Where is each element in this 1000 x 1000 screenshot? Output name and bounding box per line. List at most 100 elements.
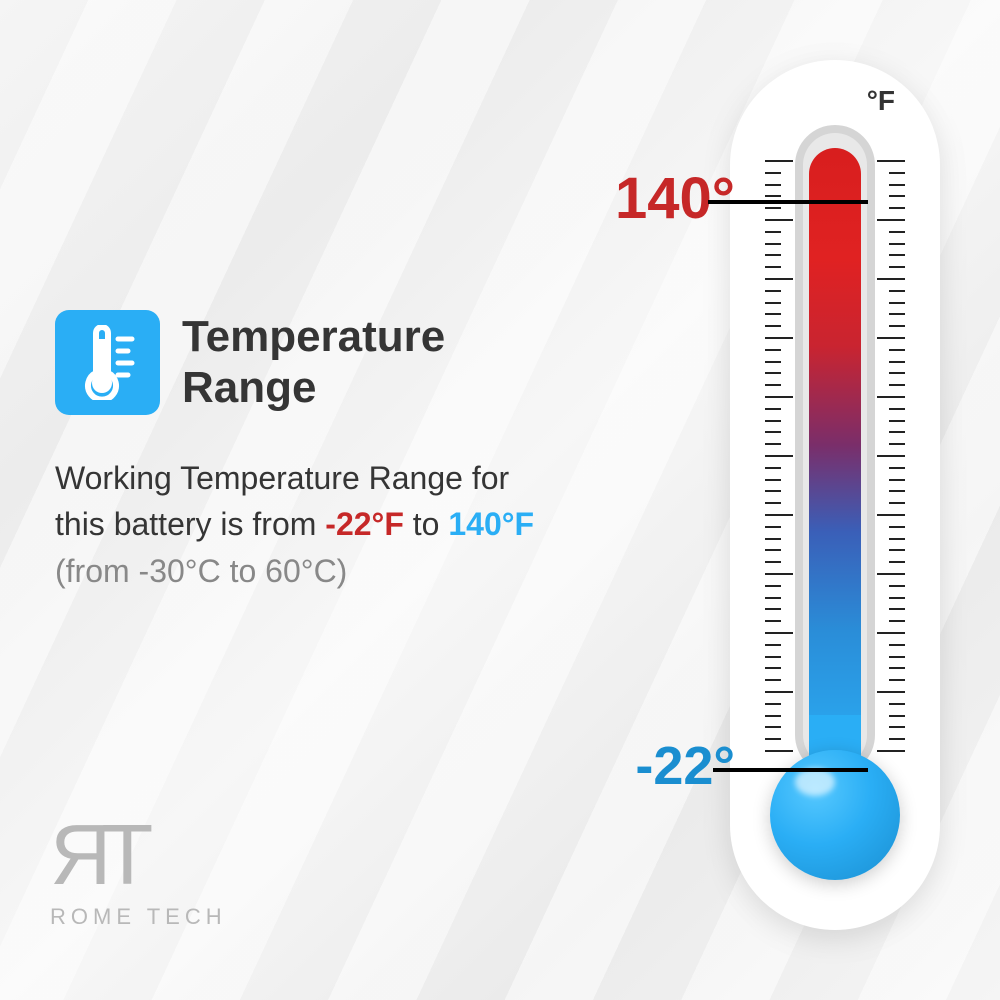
tick-minor bbox=[889, 313, 905, 315]
desc-high: 140°F bbox=[448, 506, 534, 542]
thermometer: °F 140° -22° bbox=[730, 60, 940, 930]
tick-minor bbox=[889, 538, 905, 540]
tick-minor bbox=[765, 620, 781, 622]
title-text: Temperature Range bbox=[182, 312, 555, 413]
tick-minor bbox=[889, 608, 905, 610]
tick-minor bbox=[889, 361, 905, 363]
unit-label: °F bbox=[867, 85, 895, 117]
tick-minor bbox=[765, 490, 781, 492]
tick-minor bbox=[765, 290, 781, 292]
tick-minor bbox=[889, 597, 905, 599]
tick-major bbox=[877, 573, 905, 575]
tick-minor bbox=[889, 479, 905, 481]
tick-minor bbox=[889, 620, 905, 622]
tick-minor bbox=[765, 325, 781, 327]
tick-minor bbox=[889, 195, 905, 197]
high-temp-label: 140° bbox=[615, 165, 735, 232]
tick-minor bbox=[889, 549, 905, 551]
tick-minor bbox=[765, 726, 781, 728]
tick-minor bbox=[765, 372, 781, 374]
tick-minor bbox=[889, 431, 905, 433]
tick-minor bbox=[765, 667, 781, 669]
tick-major bbox=[765, 573, 793, 575]
desc-low: -22°F bbox=[325, 506, 404, 542]
tick-minor bbox=[765, 608, 781, 610]
tick-minor bbox=[889, 467, 905, 469]
tick-minor bbox=[765, 302, 781, 304]
tick-minor bbox=[765, 644, 781, 646]
tick-major bbox=[877, 219, 905, 221]
tick-minor bbox=[889, 325, 905, 327]
tick-minor bbox=[765, 384, 781, 386]
tick-minor bbox=[889, 561, 905, 563]
tick-minor bbox=[889, 715, 905, 717]
tick-minor bbox=[765, 467, 781, 469]
high-temp-line bbox=[708, 200, 868, 204]
tick-major bbox=[877, 632, 905, 634]
tick-minor bbox=[889, 349, 905, 351]
title-row: Temperature Range bbox=[55, 310, 555, 415]
tick-major bbox=[877, 514, 905, 516]
tick-major bbox=[877, 337, 905, 339]
tick-minor bbox=[889, 644, 905, 646]
tick-minor bbox=[765, 184, 781, 186]
tick-minor bbox=[765, 526, 781, 528]
tick-minor bbox=[889, 184, 905, 186]
low-temp-line bbox=[713, 768, 868, 772]
tick-major bbox=[877, 455, 905, 457]
tick-major bbox=[877, 278, 905, 280]
tick-minor bbox=[765, 420, 781, 422]
tick-major bbox=[765, 632, 793, 634]
tick-minor bbox=[765, 738, 781, 740]
tick-minor bbox=[889, 290, 905, 292]
tick-minor bbox=[765, 408, 781, 410]
brand-logo: ЯT ROME TECH bbox=[50, 813, 227, 930]
tick-major bbox=[877, 750, 905, 752]
tick-minor bbox=[889, 738, 905, 740]
tick-minor bbox=[889, 667, 905, 669]
tick-minor bbox=[765, 679, 781, 681]
tick-major bbox=[765, 691, 793, 693]
low-temp-label: -22° bbox=[635, 735, 735, 797]
tick-major bbox=[765, 455, 793, 457]
tick-minor bbox=[889, 207, 905, 209]
logo-text: ROME TECH bbox=[50, 904, 227, 930]
tick-major bbox=[765, 219, 793, 221]
tick-minor bbox=[765, 538, 781, 540]
tick-minor bbox=[765, 195, 781, 197]
tick-minor bbox=[889, 243, 905, 245]
thermometer-icon bbox=[55, 310, 160, 415]
tick-minor bbox=[765, 715, 781, 717]
tick-minor bbox=[889, 302, 905, 304]
thermometer-ticks bbox=[765, 160, 905, 750]
tick-minor bbox=[765, 266, 781, 268]
tick-minor bbox=[889, 703, 905, 705]
tick-minor bbox=[765, 502, 781, 504]
tick-major bbox=[765, 278, 793, 280]
tick-minor bbox=[889, 172, 905, 174]
tick-minor bbox=[889, 679, 905, 681]
tick-minor bbox=[765, 172, 781, 174]
tick-minor bbox=[765, 313, 781, 315]
tick-minor bbox=[889, 656, 905, 658]
tick-minor bbox=[889, 443, 905, 445]
tick-minor bbox=[765, 656, 781, 658]
tick-major bbox=[765, 160, 793, 162]
tick-minor bbox=[765, 349, 781, 351]
tick-minor bbox=[765, 207, 781, 209]
tick-minor bbox=[765, 431, 781, 433]
tick-major bbox=[877, 160, 905, 162]
tick-minor bbox=[765, 597, 781, 599]
tick-minor bbox=[889, 585, 905, 587]
tick-minor bbox=[765, 561, 781, 563]
tick-minor bbox=[765, 361, 781, 363]
thermometer-body: °F bbox=[730, 60, 940, 930]
tick-major bbox=[765, 514, 793, 516]
tick-minor bbox=[765, 254, 781, 256]
tick-minor bbox=[765, 585, 781, 587]
tick-minor bbox=[889, 266, 905, 268]
description-text: Working Temperature Range for this batte… bbox=[55, 455, 555, 594]
tick-minor bbox=[889, 726, 905, 728]
tick-minor bbox=[889, 372, 905, 374]
tick-minor bbox=[889, 231, 905, 233]
